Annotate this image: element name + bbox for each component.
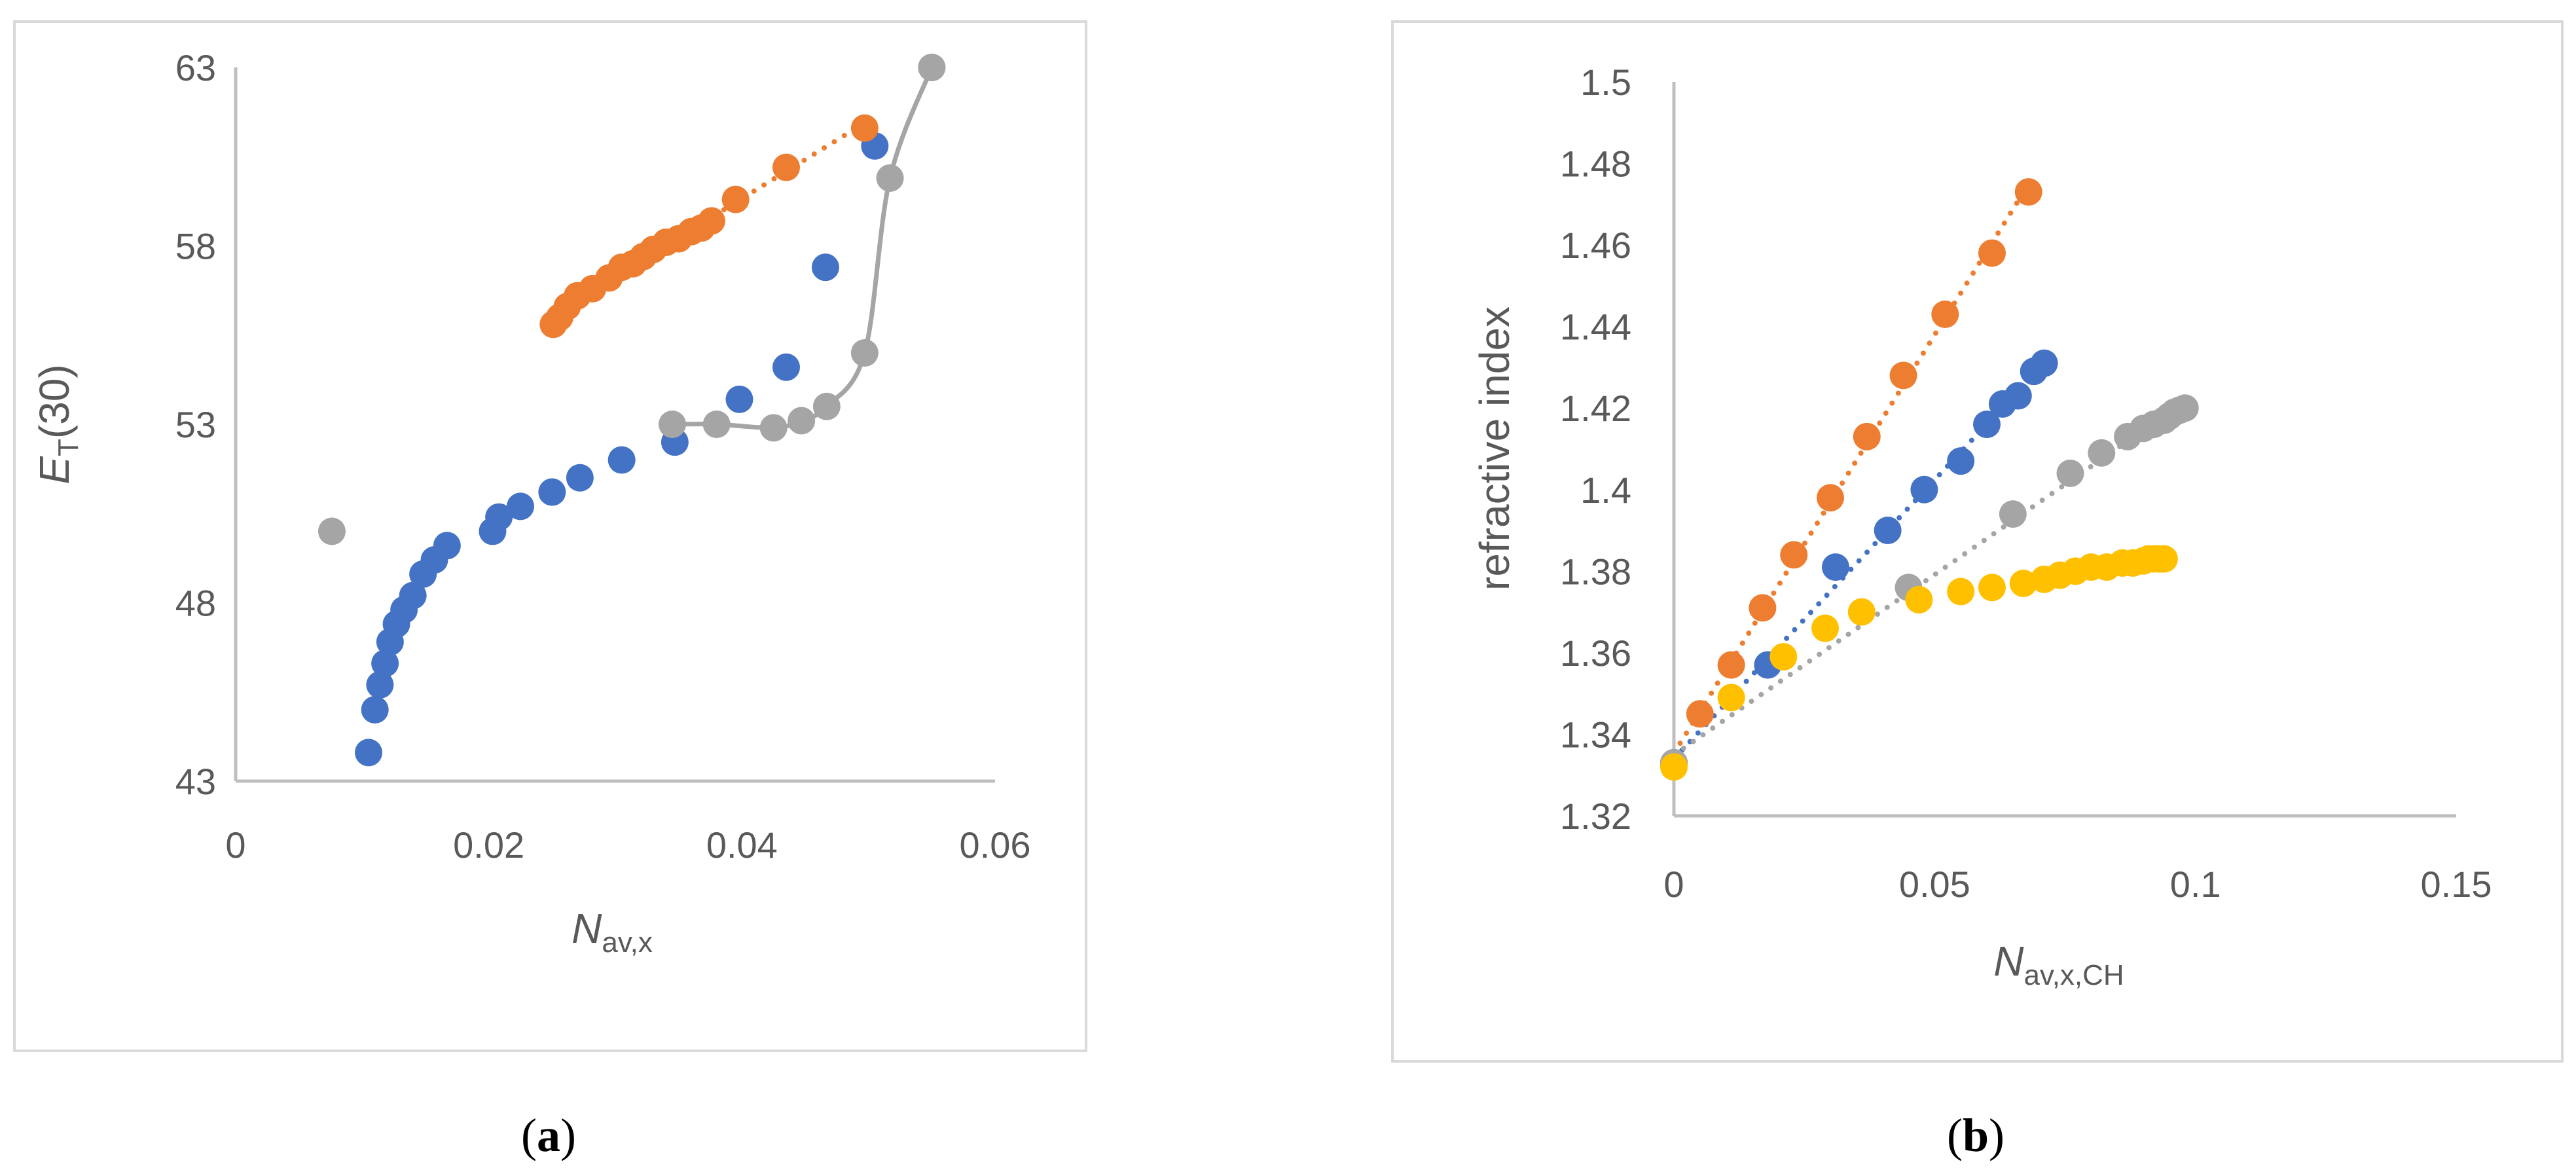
panel-a-y-tick-label: 58 [175,226,216,267]
caption-b: (b) [1947,1109,2005,1162]
panel-a-series [317,54,946,767]
panel-b-x-tick-label: 0.1 [2170,864,2221,905]
panel-a-y-tick-label: 63 [175,47,216,88]
panel-b-x-tick-label: 0.15 [2421,864,2492,905]
series-orange-point [1749,594,1777,622]
panel-b-y-axis-label: refractive index [1471,306,1518,591]
series-blue-point [371,650,399,678]
series-orange-point [1717,651,1745,679]
series-gray-point [788,407,816,435]
series-blue-point [1910,475,1938,504]
panel-a: 43 48 53 58 63 0 0.02 0.04 0.06 Nav,x ET(30) [13,20,1087,1052]
series-orange-point [1931,300,1959,328]
series-gray-point [2088,439,2116,467]
panel-b-y-tick-label: 1.4 [1580,469,1631,511]
series-gray-point [659,411,686,438]
panel-a-ticks: 43 48 53 58 63 0 0.02 0.04 0.06 [175,47,1031,866]
panel-a-y-tick-label: 43 [175,761,216,802]
series-blue-point [725,385,753,413]
panel-b-y-tick-label: 1.38 [1560,551,1631,592]
series-blue-point [366,670,394,699]
series-blue-point [2030,349,2058,377]
series-yellow-point [1660,753,1688,781]
panel-b-y-tick-label: 1.44 [1560,306,1631,348]
panel-a-x-tick-label: 0.04 [706,824,778,866]
panel-b-axes [1672,82,2456,818]
panel-a-x-axis-label: Nav,x [571,905,653,959]
series-orange-point [1686,700,1714,728]
series-blue-point [1874,517,1902,545]
panel-b-x-tick-label: 0.05 [1899,864,1970,905]
series-blue-point [538,478,566,506]
series-yellow-point [1978,574,2006,602]
panel-a-x-tick-label: 0 [225,824,245,866]
series-blue-point [1947,447,1975,475]
series-gray-point [702,411,731,438]
series-orange-point [1978,239,2006,267]
panel-b-border [1391,20,2564,1063]
panel-a-y-axis-label: ET(30) [31,364,84,484]
series-yellow-point [1717,684,1745,712]
series-gray-point [850,339,879,367]
series-blue-point [2004,382,2032,410]
series-gray-point [2171,394,2199,422]
series-gray-point [812,392,841,420]
series-blue-point [507,492,534,521]
panel-a-x-tick-label: 0.06 [960,824,1031,866]
panel-a-axes [234,67,995,783]
series-blue-point [1821,553,1849,581]
series-orange-point [1853,422,1881,450]
panel-a-x-tick-label: 0.02 [453,824,524,866]
series-blue-point [361,696,389,723]
series-orange-point [1889,361,1917,390]
series-blue-point [485,503,513,531]
caption-a: (a) [521,1109,576,1162]
series-gray-point [317,517,346,545]
series-yellow-point [1905,585,1933,613]
panel-b-y-tick-label: 1.42 [1560,388,1631,429]
series-orange-point [1817,484,1844,512]
panel-b-y-tick-label: 1.32 [1560,796,1631,837]
series-orange-point [1780,541,1808,569]
series-yellow-point [1811,614,1840,642]
series-blue-point [608,446,636,474]
panel-a-y-tick-label: 48 [175,583,216,624]
panel-b-x-axis-label: Nav,x,CH [1993,938,2124,991]
series-yellow-point [2009,570,2037,598]
series-blue-point [566,464,594,492]
series-gray-point [918,54,946,81]
series-blue-trendline [1671,359,2047,761]
series-gray-point [2056,459,2084,487]
series-blue-point [1973,411,2001,439]
series-blue-point [772,353,800,381]
series-yellow-point [2150,545,2178,573]
series-orange-point [721,185,750,213]
series-gray-point [1999,500,2027,528]
series-yellow-point [1847,598,1876,626]
series-blue-point [399,581,427,610]
series-orange-point [850,114,879,142]
panel-b-y-tick-label: 1.34 [1560,714,1631,755]
series-yellow-point [1947,577,1975,606]
series-blue-point [355,739,382,767]
series-orange-point [697,207,725,235]
series-blue-point [433,532,461,560]
series-yellow-point [1769,643,1798,671]
panel-b-y-tick-label: 1.48 [1560,143,1631,185]
panel-b-y-tick-label: 1.36 [1560,632,1631,674]
series-gray-point [876,164,904,192]
panel-b-y-tick-label: 1.46 [1560,225,1631,266]
panel-b-series [1660,178,2199,781]
panel-a-y-tick-label: 53 [175,404,216,445]
panel-b: 1.32 1.34 1.36 1.38 1.4 1.42 1.44 1.46 1.48 1.5 0 0… [1391,20,2564,1063]
panel-b-ticks: 1.32 1.34 1.36 1.38 1.4 1.42 1.44 1.46 1.48 1.5 0 0… [1560,62,2492,905]
panel-b-x-tick-label: 0 [1663,864,1684,905]
series-orange-point [2014,178,2042,206]
series-gray-point [759,414,788,442]
series-orange-point [772,153,800,181]
panel-a-border [13,20,1087,1052]
series-blue-point [811,253,839,282]
panel-b-y-tick-label: 1.5 [1580,62,1631,103]
